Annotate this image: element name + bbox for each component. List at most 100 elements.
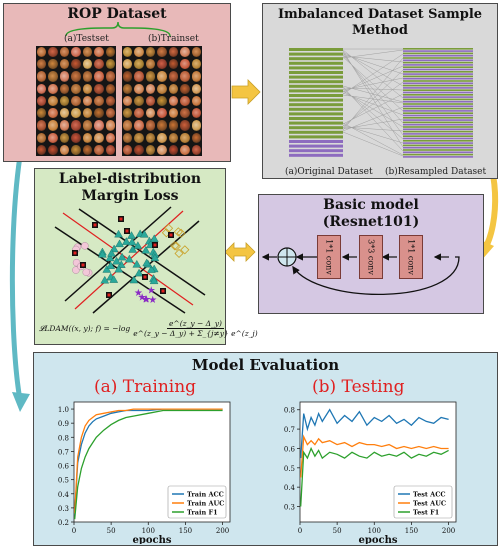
trainset-label: (b)Trainset (148, 34, 199, 44)
conv-block-2-label: 3*3 conv (366, 239, 376, 275)
fundus-thumbnail (168, 59, 179, 70)
legend-label: Test ACC (413, 491, 446, 499)
diamond-sample (171, 241, 181, 251)
class-d-stars: ★★★★ ★★ (134, 286, 157, 306)
resampled-sample-bar (403, 119, 473, 121)
fundus-thumbnail (191, 47, 201, 58)
testing-chart-title: (b) Testing (312, 377, 405, 397)
original-sample-bar (289, 48, 343, 51)
fundus-thumbnail (180, 132, 190, 143)
fundus-thumbnail (59, 108, 70, 119)
resampling-link (342, 131, 404, 157)
fundus-thumbnail (94, 47, 104, 58)
margin-square-core (153, 243, 157, 247)
fundus-thumbnail (82, 71, 93, 82)
triangle-sample (141, 245, 151, 254)
formula-lhs: 𝓛LDAM((x, y); f) = −log (39, 323, 131, 333)
fundus-thumbnail (145, 47, 156, 58)
triangle-sample (132, 259, 142, 268)
fundus-thumbnail (105, 108, 115, 119)
triangle-sample (150, 253, 160, 262)
testset-label: (a)Testset (64, 34, 109, 44)
resampling-link (342, 53, 404, 75)
diamond-sample (170, 241, 180, 251)
star-sample: ★ (141, 295, 150, 306)
fundus-thumbnail (191, 144, 201, 155)
resampled-sample-bar (403, 121, 473, 124)
fundus-thumbnail (105, 95, 115, 107)
fundus-thumbnail (48, 144, 58, 155)
fundus-thumbnail (71, 59, 81, 70)
fundus-thumbnail (145, 95, 156, 107)
training-chart-title: (a) Training (94, 377, 197, 397)
y-tick-label: 1.0 (58, 406, 69, 414)
y-tick-label: 0.8 (284, 407, 295, 415)
original-sample-bar (289, 135, 343, 139)
triangle-sample (125, 254, 134, 263)
fundus-thumbnail (105, 144, 115, 155)
resampled-sample-bar (403, 54, 473, 57)
star-sample: ★ (142, 295, 151, 306)
imbalanced-dataset-panel: Imbalanced Dataset Sample Method (a)Orig… (262, 3, 498, 179)
original-sample-bar (289, 84, 343, 88)
fundus-thumbnail (105, 83, 115, 94)
resampled-sample-bar (403, 151, 473, 154)
fundus-thumbnail (123, 132, 133, 143)
resampled-sample-bar (403, 130, 473, 133)
x-tick-label: 200 (442, 527, 455, 535)
class-b-diamonds (161, 223, 190, 259)
y-tick-label: 0.6 (58, 463, 70, 471)
fundus-thumbnail (157, 59, 167, 70)
ldam-panel: Label-distribution Margin Loss ★ ★ ★ ★ ★ ★ 𝓛L… (34, 168, 258, 345)
resampled-sample-bar (403, 107, 473, 110)
fundus-thumbnail (105, 59, 115, 70)
fundus-thumbnail (71, 47, 81, 58)
original-sample-bar (289, 121, 343, 125)
triangle-sample (149, 276, 159, 285)
fundus-thumbnail (82, 95, 93, 107)
ldam-formula: 𝓛LDAM((x, y); f) = −log e^(z_y − Δ_y) e^… (39, 319, 258, 338)
x-tick-label: 100 (142, 527, 155, 535)
fundus-thumbnail (191, 71, 201, 82)
legend-label: Test F1 (413, 509, 439, 517)
margin-square-core (119, 217, 123, 221)
resampled-sample-bar (403, 140, 473, 142)
fundus-thumbnail (123, 71, 133, 82)
imbalanced-title-line1: Imbalanced Dataset Sample (277, 7, 483, 22)
fundus-thumbnail (82, 144, 93, 155)
fundus-thumbnail (71, 108, 81, 119)
y-tick-label: 0.3 (284, 504, 295, 512)
fundus-thumbnail (94, 144, 104, 155)
series-line-train-f1 (74, 409, 223, 520)
triangle-sample (147, 265, 156, 273)
fundus-thumbnail (94, 71, 104, 82)
resampled-sample-bar (403, 57, 473, 59)
fundus-thumbnail (134, 59, 144, 70)
star-sample: ★ (138, 292, 147, 303)
resampled-sample-bar (403, 128, 473, 131)
resampled-sample-bar (403, 66, 473, 68)
fundus-thumbnail (145, 59, 156, 70)
resampling-link (342, 92, 404, 116)
fundus-thumbnail (157, 47, 167, 58)
series-line-test-f1 (300, 446, 449, 507)
original-sample-bar (289, 140, 343, 143)
fundus-thumbnail (71, 132, 81, 143)
resampling-link (342, 122, 404, 156)
model-evaluation-panel: Model Evaluation (a) Training (b) Testin… (33, 352, 498, 546)
fundus-thumbnail (59, 59, 70, 70)
resampling-links (342, 48, 404, 157)
conv-block-3-label: 1*1 conv (406, 239, 416, 275)
fundus-thumbnail (145, 144, 156, 155)
fundus-thumbnail (37, 59, 47, 70)
x-tick-label: 50 (333, 527, 342, 535)
resampled-sample-bar (403, 94, 473, 96)
fundus-thumbnail (94, 83, 104, 94)
testset-image-grid (36, 46, 116, 156)
resampling-link (342, 90, 404, 128)
fundus-thumbnail (71, 71, 81, 82)
resampled-sample-bar (403, 89, 473, 91)
triangle-sample (109, 275, 119, 283)
formula-denominator: e^(z_y − Δ_y) + Σ_{j≠y} e^(z_j) (133, 329, 258, 338)
basic-model-title-line1: Basic model (323, 197, 419, 213)
